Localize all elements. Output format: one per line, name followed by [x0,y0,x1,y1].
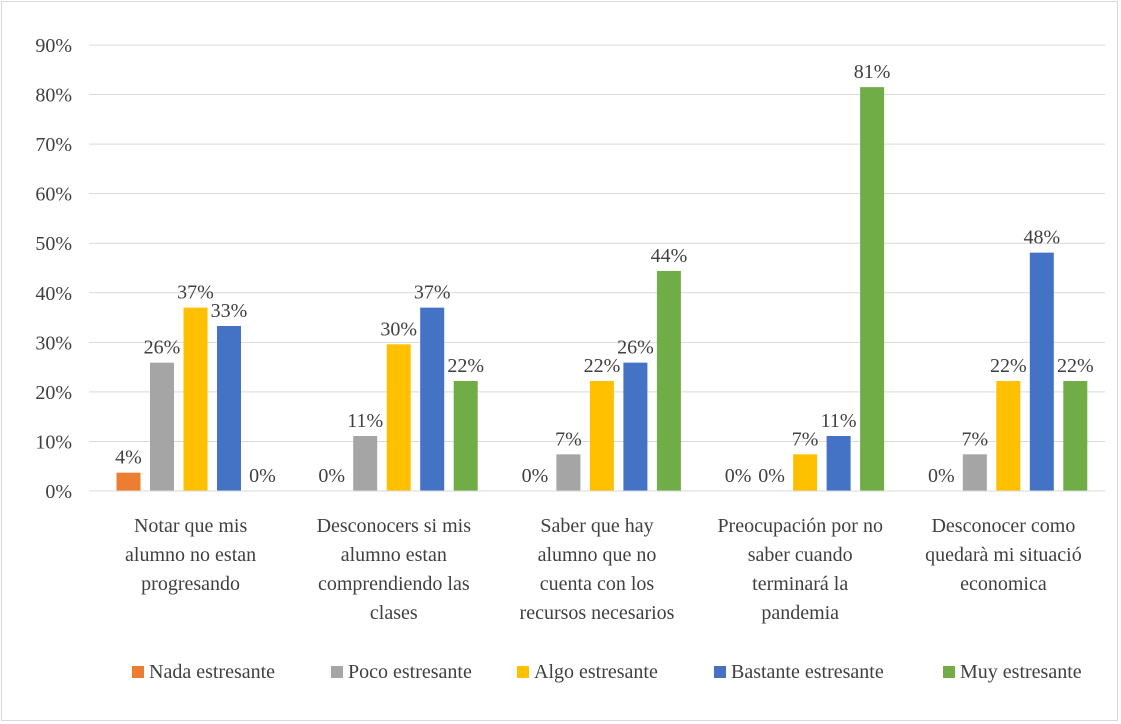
data-label: 0% [928,465,955,487]
bar [150,362,174,491]
category-label-line: pandemia [761,602,839,624]
category-label: Desconocers si mis alumno estan comprendie… [317,515,472,624]
data-label: 22% [447,355,484,377]
category-label-line: quedarà mi situació [925,544,1082,566]
y-tick-label: 70% [35,134,72,156]
bar [793,454,818,491]
category-label-line: Preocupación por no [717,515,883,537]
y-tick-label: 0% [45,481,72,503]
category-label-line: clases [370,602,418,624]
data-label: 37% [414,282,451,304]
bar [860,87,885,491]
category-label-line: alumno no estan [125,544,256,566]
bar [420,307,445,491]
legend-label: Muy estresante [960,661,1082,683]
data-label: 11% [821,410,857,432]
legend-label: Algo estresante [534,661,658,683]
data-label: 37% [177,282,214,304]
data-label: 22% [584,355,621,377]
y-tick-label: 40% [35,283,72,305]
data-label: 48% [1023,227,1060,249]
category-label-line: cuenta con los [540,573,655,595]
data-label: 7% [792,428,819,450]
data-label: 0% [725,465,752,487]
data-label: 33% [211,300,248,322]
legend-label: Nada estresante [149,661,275,683]
category-label-line: progresando [141,573,240,595]
category-label-line: Desconocer como [931,515,1075,537]
category-label-line: comprendiendo las [318,573,470,595]
data-label: 26% [617,337,654,359]
y-tick-label: 80% [35,85,72,107]
bar [386,344,411,491]
data-label: 44% [651,245,688,267]
data-label: 7% [555,428,582,450]
data-label: 0% [318,465,345,487]
category-label-line: economica [960,573,1047,595]
y-tick-label: 30% [35,332,72,354]
bar [217,325,241,491]
bar [556,454,581,491]
category-label-line: saber cuando [748,544,853,566]
bar [826,435,851,491]
data-label: 22% [990,355,1027,377]
bar [453,380,478,491]
category-label-line: alumno estan [341,544,447,566]
legend-label: Bastante estresante [731,661,884,683]
bar [1029,252,1054,491]
data-label: 0% [758,465,785,487]
bar [623,362,648,491]
legend-swatch [943,666,955,678]
y-tick-label: 10% [35,431,72,453]
data-label: 81% [854,61,891,83]
bar [353,435,378,491]
category-label: Desconocer como quedarà mi situació econom… [925,515,1082,595]
category-label-line: terminará la [752,573,848,595]
category-label-line: Desconocers si mis [317,515,472,537]
bar [656,270,681,491]
bar [996,380,1021,491]
y-tick-label: 90% [35,35,72,57]
data-label: 7% [961,428,988,450]
bar [116,472,141,491]
category-label: Saber que hay alumno que no cuenta con los… [520,515,675,624]
data-label: 4% [115,447,142,469]
category-label-line: alumno que no [538,544,657,566]
data-label: 26% [144,337,181,359]
bar [589,380,614,491]
data-label: 0% [249,465,276,487]
category-label-line: Notar que mis [134,515,248,537]
y-tick-label: 60% [35,184,72,206]
category-label: Notar que mis alumno no estan progresando [125,515,256,595]
legend-label: Poco estresante [348,661,472,683]
category-label-line: Saber que hay [540,515,653,537]
legend-swatch [517,666,529,678]
legend-swatch [714,666,726,678]
data-label: 11% [347,410,383,432]
data-label: 30% [380,318,417,340]
y-tick-label: 50% [35,233,72,255]
bar [962,454,987,491]
bar [183,307,208,491]
category-label-line: recursos necesarios [520,602,675,624]
data-label: 22% [1057,355,1094,377]
legend-swatch [132,666,144,678]
bar [1063,380,1088,491]
y-tick-label: 20% [35,382,72,404]
category-label: Preocupación por no saber cuando terminará… [717,515,883,624]
data-label: 0% [522,465,549,487]
legend-swatch [331,666,343,678]
